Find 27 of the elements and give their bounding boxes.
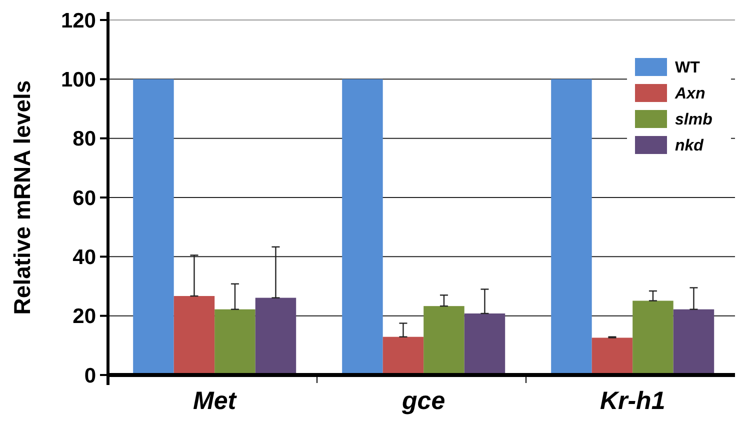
y-tick-label: 80 — [72, 128, 96, 151]
bar — [592, 338, 633, 375]
bar — [673, 309, 714, 375]
y-tick-label: 20 — [72, 305, 96, 328]
y-axis-title: Relative mRNA levels — [9, 80, 35, 315]
legend-label: nkd — [675, 138, 705, 155]
x-tick-label: Kr-h1 — [600, 387, 666, 415]
bar — [214, 309, 256, 375]
bar — [174, 296, 215, 375]
legend-label: slmb — [675, 112, 713, 129]
y-tick-label: 0 — [84, 364, 96, 388]
bar — [382, 336, 424, 375]
bar — [551, 79, 592, 375]
y-tick-label: 60 — [72, 186, 96, 210]
y-tick-label: 100 — [60, 68, 96, 92]
x-tick-label: gce — [401, 387, 446, 415]
y-tick-label: 40 — [72, 246, 96, 270]
bar — [133, 79, 174, 375]
bar — [342, 79, 383, 375]
x-tick-label: Met — [193, 387, 238, 415]
legend-label: Axn — [674, 86, 706, 103]
y-tick-label: 120 — [60, 9, 96, 32]
bar — [424, 306, 464, 375]
bar — [255, 298, 296, 375]
legend-label: WT — [675, 60, 700, 77]
bar — [632, 300, 674, 375]
bar — [464, 313, 506, 375]
